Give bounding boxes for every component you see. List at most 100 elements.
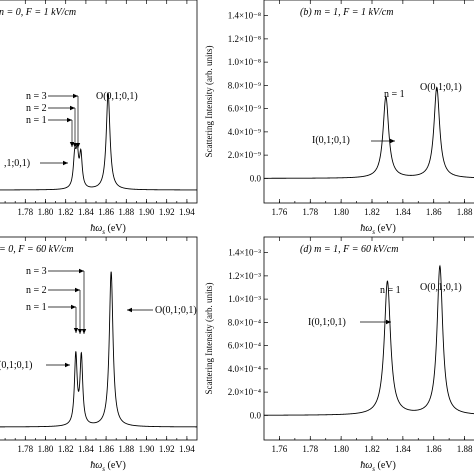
x-tick-label: 1.90 bbox=[139, 207, 155, 217]
x-tick-label: 1.76 bbox=[272, 444, 288, 454]
arrow-I-b-head bbox=[390, 138, 395, 144]
series-line bbox=[264, 264, 474, 416]
x-tick-label: 1.88 bbox=[457, 444, 473, 454]
y-tick-label: 8.0×10⁻⁹ bbox=[228, 80, 261, 90]
x-axis-label: ħωs (eV) bbox=[90, 460, 126, 473]
annotation-I: ,1;0,1) bbox=[4, 158, 30, 169]
x-axis-label-main: ħω bbox=[360, 460, 372, 471]
annotation-O-d: O(0,1;0,1) bbox=[420, 282, 462, 293]
panel-b: 1.76 1.78 1.80 1.82 1.84 1.86 1.88 0.0 2.0×10⁻⁹ 4… bbox=[204, 0, 474, 236]
y-tick-label: 1.0×10⁻³ bbox=[228, 294, 261, 304]
plot-frame bbox=[263, 0, 474, 204]
y-tick-label: 1.2×10⁻⁸ bbox=[228, 34, 261, 44]
x-axis-label-main: ħω bbox=[90, 460, 102, 471]
x-tick-label: 1.84 bbox=[78, 444, 94, 454]
x-axis-label-sub: s bbox=[372, 465, 375, 473]
arrow-I-d-head bbox=[386, 319, 391, 325]
x-tick-label: 1.82 bbox=[58, 444, 74, 454]
x-axis-label-unit: (eV) bbox=[105, 223, 126, 234]
x-axis-label-unit: (eV) bbox=[105, 460, 126, 471]
x-tick-label: 1.88 bbox=[118, 444, 134, 454]
x-tick-label: 1.78 bbox=[17, 444, 33, 454]
annotation-n3-c: n = 3 bbox=[26, 266, 47, 277]
x-tick-label: 1.94 bbox=[179, 207, 195, 217]
y-tick-label: 1.4×10⁻³ bbox=[228, 248, 261, 258]
x-axis-label-unit: (eV) bbox=[375, 460, 396, 471]
y-tick-label: 1.0×10⁻⁸ bbox=[228, 57, 261, 67]
leader-n3-a-head bbox=[73, 93, 78, 99]
x-axis-label-sub: s bbox=[372, 228, 375, 236]
x-tick-label: 1.82 bbox=[58, 207, 74, 217]
y-tick-label: 2.0×10⁻⁹ bbox=[228, 150, 261, 160]
annotation-I-d: I(0,1;0,1) bbox=[308, 317, 346, 328]
x-tick-label: 1.78 bbox=[302, 207, 318, 217]
y-axis-label: Scattering Intensity (arb. units) bbox=[204, 46, 214, 158]
panel-d: 1.76 1.78 1.80 1.82 1.84 1.86 1.88 0.0 2.0×10⁻⁴ 4… bbox=[204, 236, 474, 473]
y-tick-label: 0.0 bbox=[250, 173, 262, 183]
x-tick-label: 1.80 bbox=[38, 444, 54, 454]
arrow-I-a-head bbox=[63, 160, 68, 166]
annotation-n1-b: n = 1 bbox=[384, 89, 405, 100]
panel-a: 1.78 1.80 1.82 1.84 1.86 1.88 1.90 1.92 1.94 ħωs … bbox=[0, 0, 198, 236]
leader-n2c-a-head bbox=[75, 287, 80, 293]
x-tick-label: 1.86 bbox=[98, 207, 114, 217]
x-tick-label: 1.88 bbox=[457, 207, 473, 217]
y-axis-label: Scattering Intensity (arb. units) bbox=[204, 283, 214, 395]
leader-n2c-b-head bbox=[77, 329, 83, 334]
x-tick-label: 1.90 bbox=[139, 444, 155, 454]
x-tick-label: 1.78 bbox=[302, 444, 318, 454]
y-tick-label: 4.0×10⁻⁴ bbox=[228, 364, 261, 374]
annotation-n3: n = 3 bbox=[26, 91, 47, 102]
y-tick-label: 6.0×10⁻⁴ bbox=[228, 341, 261, 351]
series-line bbox=[0, 92, 197, 191]
x-tick-label: 1.84 bbox=[395, 207, 411, 217]
y-tick-label: 8.0×10⁻⁴ bbox=[228, 317, 261, 327]
x-tick-label: 1.92 bbox=[159, 207, 175, 217]
x-tick-label: 1.80 bbox=[333, 207, 349, 217]
x-axis-label-main: ħω bbox=[90, 223, 102, 234]
annotation-O: O(0,1;0,1) bbox=[96, 91, 138, 102]
annotation-n1-d: n = 1 bbox=[380, 285, 401, 296]
x-tick-label: 1.82 bbox=[364, 207, 380, 217]
panel-label: n = 0, F = 1 kV/cm bbox=[0, 7, 76, 18]
x-axis-label: ħωs (eV) bbox=[90, 223, 126, 236]
y-tick-label: 2.0×10⁻⁴ bbox=[228, 387, 261, 397]
annotation-n2: n = 2 bbox=[26, 103, 47, 114]
x-tick-label: 1.80 bbox=[38, 207, 54, 217]
arrow-O-c-head bbox=[127, 307, 132, 313]
x-tick-label: 1.94 bbox=[179, 444, 195, 454]
x-tick-label: 1.78 bbox=[17, 207, 33, 217]
annotation-n2-c: n = 2 bbox=[26, 285, 47, 296]
leader-n3c-a-head bbox=[79, 268, 84, 274]
x-axis-label: ħωs (eV) bbox=[360, 460, 396, 473]
leader-n2-a-head bbox=[70, 105, 75, 111]
leader-n3c-b-head bbox=[81, 329, 87, 334]
x-tick-label: 1.84 bbox=[78, 207, 94, 217]
x-tick-label: 1.88 bbox=[118, 207, 134, 217]
x-tick-label: 1.84 bbox=[395, 444, 411, 454]
x-axis-label-unit: (eV) bbox=[375, 223, 396, 234]
annotation-n1-c: n = 1 bbox=[26, 302, 47, 313]
panel-label: (b) m = 1, F = 1 kV/cm bbox=[300, 7, 393, 18]
y-tick-label: 6.0×10⁻⁹ bbox=[228, 104, 261, 114]
x-axis-label-sub: s bbox=[102, 228, 105, 236]
y-tick-label: 1.2×10⁻³ bbox=[228, 271, 261, 281]
annotation-O-c: O(0,1;0,1) bbox=[155, 305, 197, 316]
x-tick-label: 1.86 bbox=[426, 444, 442, 454]
y-tick-label: 4.0×10⁻⁹ bbox=[228, 127, 261, 137]
annotation-I-c: (0,1;0,1) bbox=[0, 360, 32, 371]
x-tick-label: 1.80 bbox=[333, 444, 349, 454]
x-tick-label: 1.86 bbox=[426, 207, 442, 217]
x-axis-label: ħωs (eV) bbox=[360, 223, 396, 236]
x-tick-label: 1.76 bbox=[272, 207, 288, 217]
panel-label: = 0, F = 60 kV/cm bbox=[0, 244, 74, 255]
panel-label: (d) m = 1, F = 60 kV/cm bbox=[300, 244, 398, 255]
leader-n1c-b-head bbox=[73, 328, 79, 333]
series-line bbox=[264, 86, 474, 179]
x-tick-label: 1.92 bbox=[159, 444, 175, 454]
y-tick-label: 1.4×10⁻⁸ bbox=[228, 11, 261, 21]
leader-n1-b-head bbox=[69, 142, 75, 147]
x-tick-label: 1.86 bbox=[98, 444, 114, 454]
leader-n1-a-head bbox=[67, 117, 72, 123]
